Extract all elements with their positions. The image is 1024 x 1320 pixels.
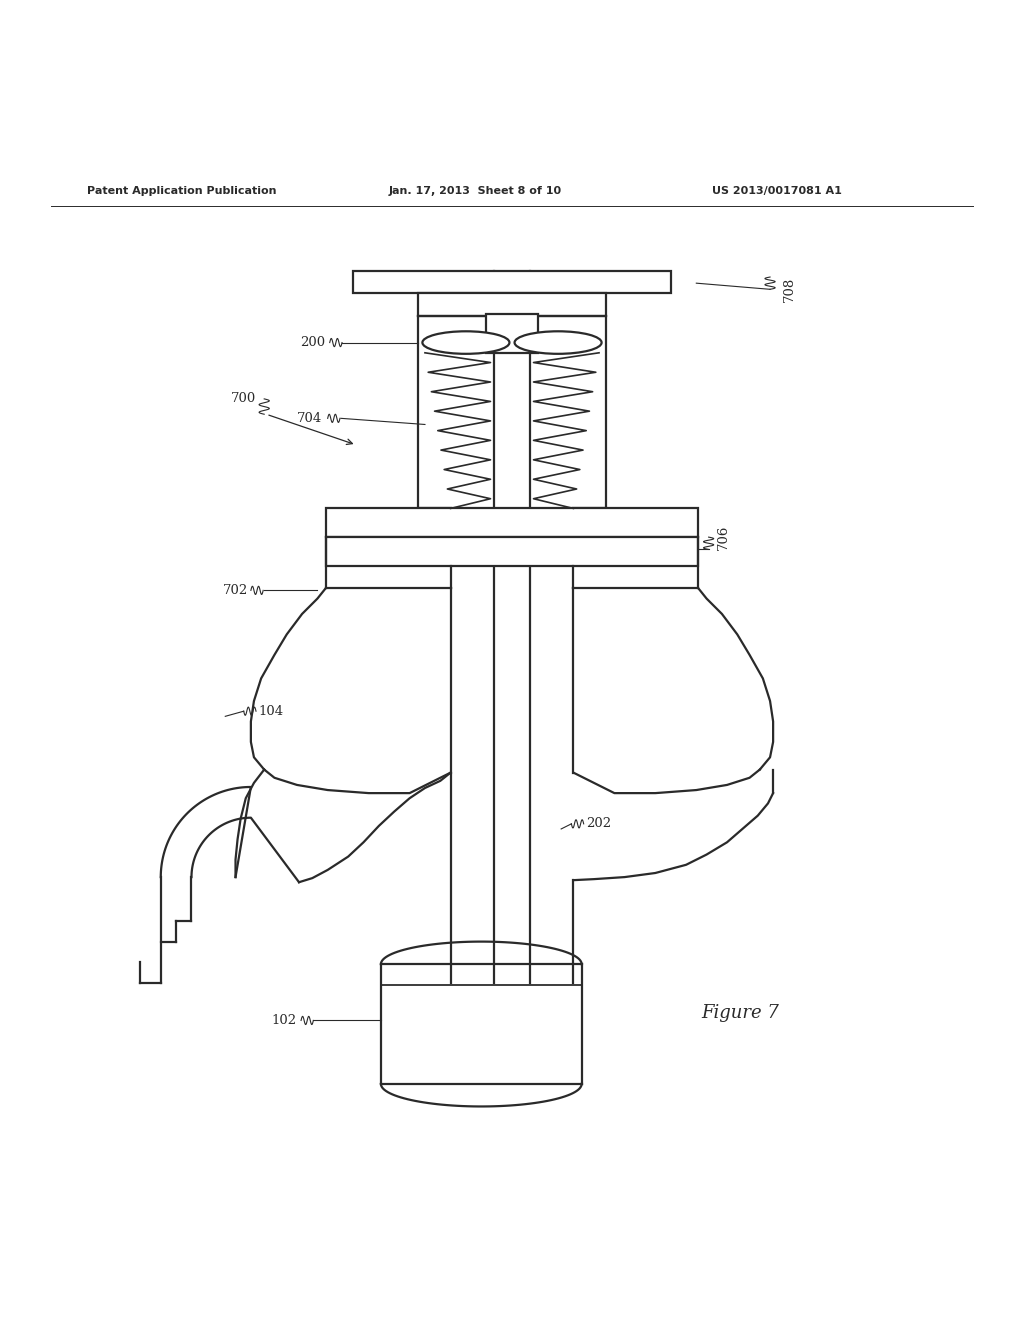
Bar (326, 508, 698, 537)
Ellipse shape (423, 331, 510, 354)
Bar (418, 293, 606, 315)
Text: 708: 708 (783, 277, 797, 302)
Text: 202: 202 (586, 817, 611, 830)
Bar (353, 271, 671, 293)
Text: 704: 704 (297, 412, 323, 425)
Text: 200: 200 (300, 337, 326, 348)
Text: Jan. 17, 2013  Sheet 8 of 10: Jan. 17, 2013 Sheet 8 of 10 (389, 186, 562, 195)
Text: 706: 706 (717, 524, 730, 550)
Text: Figure 7: Figure 7 (701, 1005, 779, 1022)
Bar (486, 314, 538, 352)
Text: Patent Application Publication: Patent Application Publication (87, 186, 276, 195)
Text: 700: 700 (230, 392, 256, 405)
Text: US 2013/0017081 A1: US 2013/0017081 A1 (712, 186, 842, 195)
Text: 104: 104 (258, 705, 284, 718)
Bar (326, 537, 698, 566)
Text: 702: 702 (222, 583, 248, 597)
Ellipse shape (515, 331, 602, 354)
Text: 102: 102 (271, 1014, 297, 1027)
